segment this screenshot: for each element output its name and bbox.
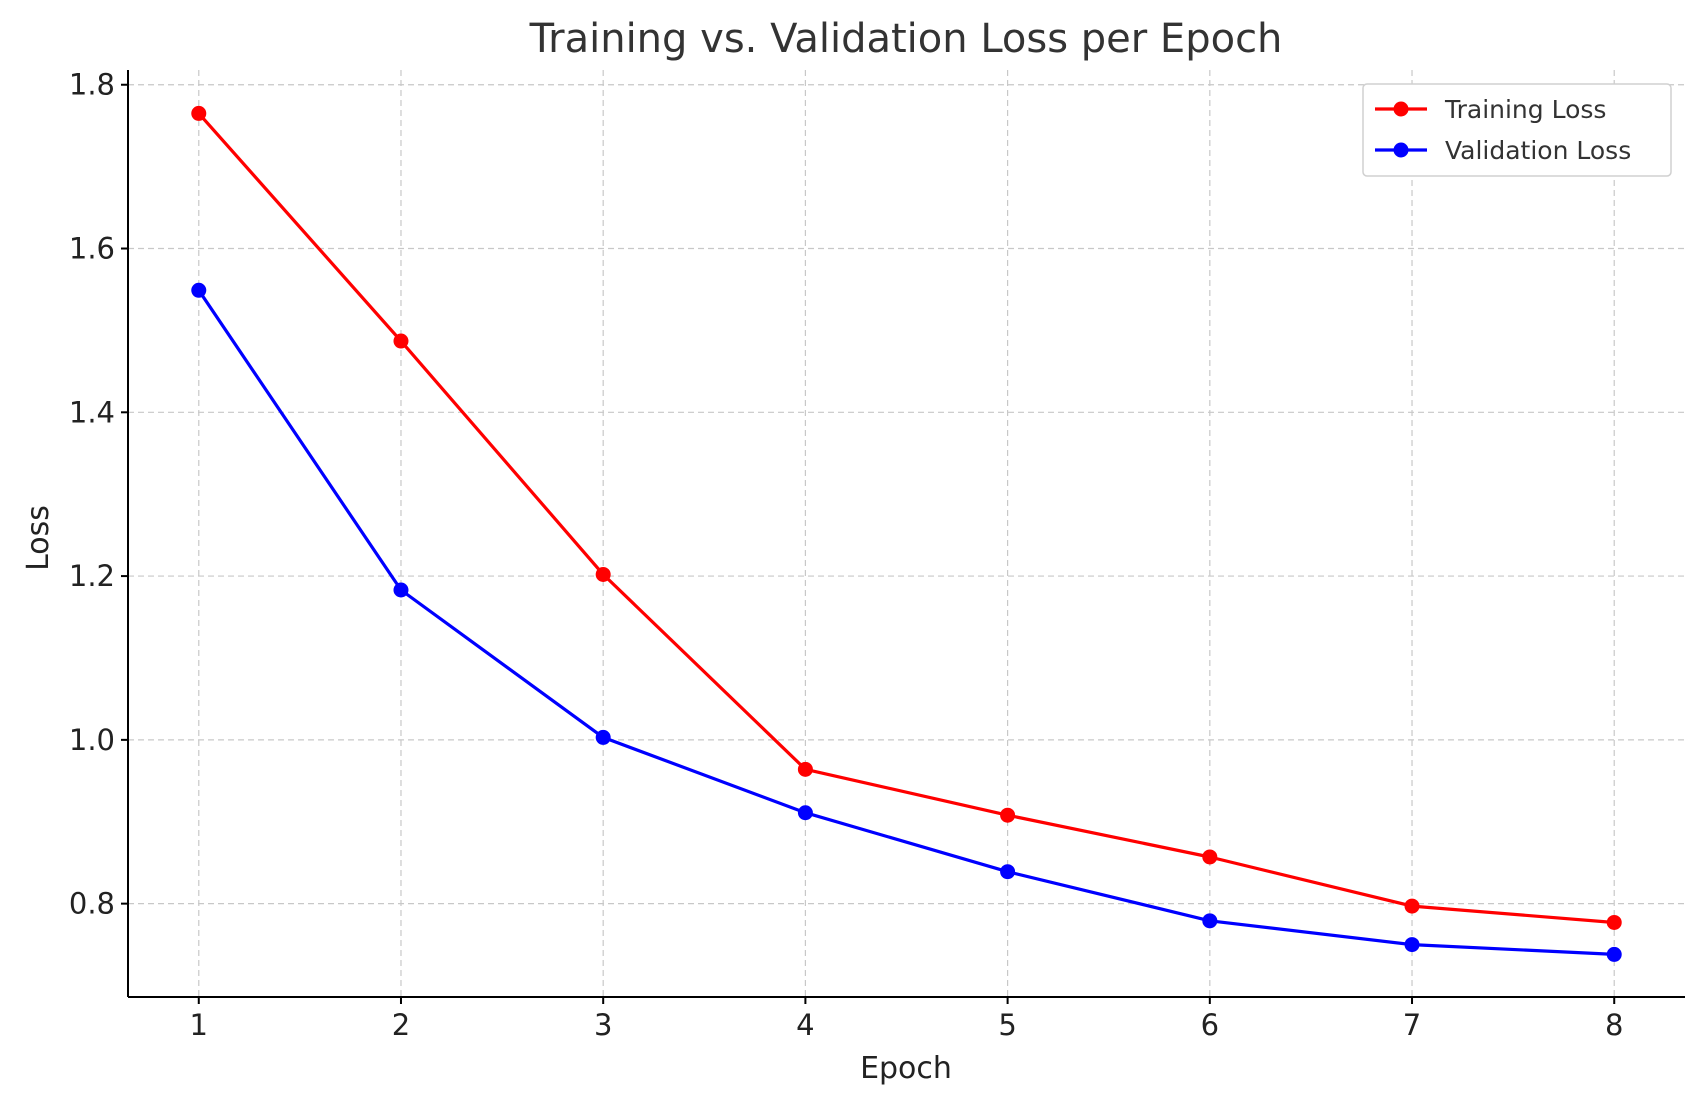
x-tick-label: 7: [1403, 1008, 1421, 1042]
validation-loss-point: [797, 805, 813, 821]
training-loss-point: [797, 761, 813, 777]
grid: [128, 70, 1685, 997]
x-tick-label: 6: [1201, 1008, 1219, 1042]
legend-validation-loss-swatch-marker: [1393, 142, 1409, 158]
training-loss-point: [1606, 914, 1622, 930]
y-tick-label: 0.8: [69, 887, 115, 921]
validation-loss-point: [1606, 946, 1622, 962]
validation-loss-point: [595, 729, 611, 745]
y-tick-label: 1.4: [69, 395, 115, 429]
validation-loss-point: [1000, 864, 1016, 880]
validation-loss-line: [197, 289, 1615, 956]
training-loss-line: [197, 112, 1615, 925]
legend-box: [1362, 83, 1672, 177]
legend-validation-loss-label: Validation Loss: [1445, 136, 1631, 165]
y-tick-label: 1.2: [69, 559, 115, 593]
x-tick-label: 2: [392, 1008, 410, 1042]
training-loss-point: [1202, 849, 1218, 865]
ticks: 1 2 3 4 5 6 7 8 0.8 1.0 1.2 1.4 1.6 1.8: [69, 68, 1624, 1042]
y-axis-label: Loss: [21, 505, 56, 571]
training-loss-point: [1000, 807, 1016, 823]
validation-loss-point: [1202, 913, 1218, 929]
legend: Training Loss Validation Loss: [1362, 83, 1672, 177]
validation-loss-point: [191, 282, 207, 298]
chart-title: Training vs. Validation Loss per Epoch: [529, 16, 1283, 62]
y-tick-label: 1.0: [69, 723, 115, 757]
validation-loss-point: [1404, 937, 1420, 953]
x-tick-label: 3: [594, 1008, 612, 1042]
x-tick-label: 4: [796, 1008, 814, 1042]
series-layer: [191, 105, 1622, 962]
y-tick-label: 1.8: [69, 68, 115, 102]
validation-loss-point: [393, 582, 409, 598]
training-loss-point: [393, 333, 409, 349]
x-tick-label: 5: [998, 1008, 1016, 1042]
x-axis-label: Epoch: [860, 1051, 952, 1086]
axes: [127, 70, 1685, 998]
training-loss-point: [191, 105, 207, 121]
x-tick-label: 8: [1605, 1008, 1623, 1042]
training-loss-point: [1404, 898, 1420, 914]
legend-training-loss-swatch-marker: [1393, 101, 1409, 117]
training-loss-point: [595, 566, 611, 582]
y-tick-label: 1.6: [69, 232, 115, 266]
x-tick-label: 1: [190, 1008, 208, 1042]
legend-training-loss-label: Training Loss: [1444, 95, 1606, 124]
